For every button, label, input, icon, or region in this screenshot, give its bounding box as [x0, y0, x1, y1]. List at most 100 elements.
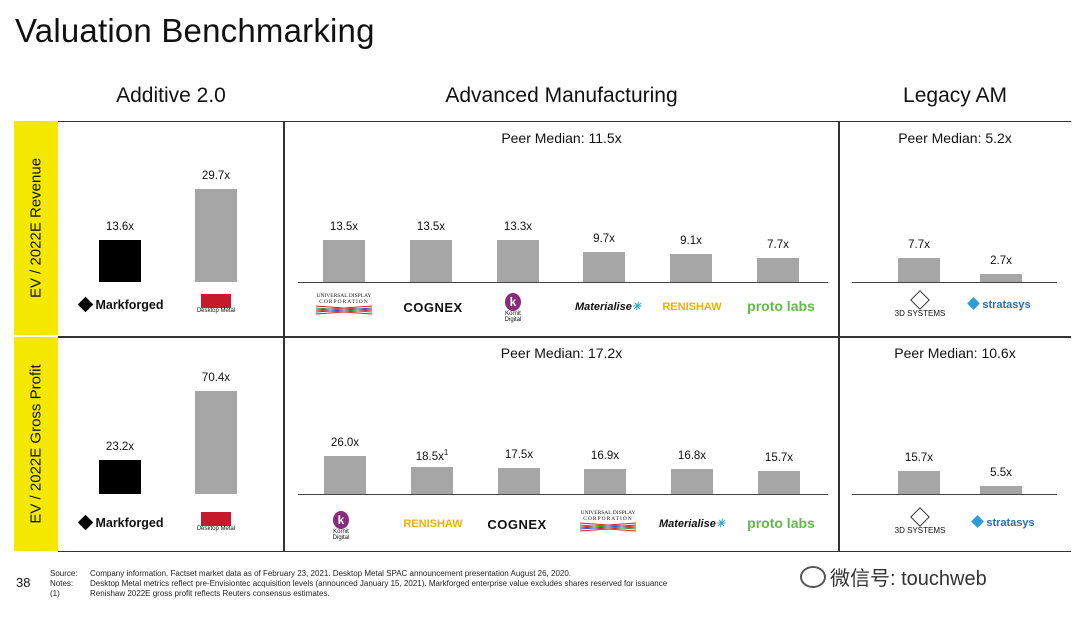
logo-markforged: Markforged — [76, 296, 168, 313]
bar-proto-labs — [758, 470, 800, 494]
logo-text-stratasys: stratasys — [982, 299, 1031, 311]
column-header-advanced: Advanced Manufacturing — [445, 84, 678, 107]
column-header-legacy: Legacy AM — [903, 84, 1007, 107]
logo-text-markforged-2: Markforged — [95, 516, 164, 530]
footer-notes-text: Desktop Metal metrics reflect pre-Envisi… — [90, 579, 668, 588]
bar-materialise — [671, 469, 713, 494]
value-label: 13.3x — [503, 221, 533, 234]
column-header-additive: Additive 2.0 — [116, 84, 226, 107]
bar-stratasys — [980, 273, 1022, 282]
logo-text-kornit-2: Kornit Digital — [332, 529, 350, 541]
bar-kornit-digital — [497, 240, 539, 282]
baseline-legacy-gross — [852, 494, 1057, 495]
baseline-adv-gross — [298, 494, 828, 495]
bar-cognex — [498, 468, 540, 494]
bar-cognex — [410, 239, 452, 282]
kornit-mark-icon-2: k — [333, 511, 349, 529]
logo-stratasys-gp: stratasys — [966, 515, 1042, 529]
value-label: 13.5x — [329, 220, 359, 233]
logo-text-kornit: Kornit Digital — [504, 311, 522, 323]
footer-source-text: Company information. Factset market data… — [90, 569, 572, 578]
logo-text-udc-2: CORPORATION — [319, 299, 369, 305]
peer-median-legacy-revenue: Peer Median: 5.2x — [898, 130, 1012, 146]
watermark-text: 微信号: touchweb — [830, 568, 987, 590]
3dsystems-cube-icon — [910, 290, 930, 310]
bar-materialise — [583, 251, 625, 282]
logo-text-markforged: Markforged — [95, 298, 164, 312]
logo-text-3dsystems-2: 3D SYSTEMS — [894, 526, 946, 535]
value-label: 15.7x — [904, 451, 934, 464]
value-label: 16.8x — [677, 450, 707, 463]
udc-rays-icon — [315, 305, 373, 315]
row-label-gross-profit: EV / 2022E Gross Profit — [14, 337, 58, 551]
row-label-revenue: EV / 2022E Revenue — [14, 121, 58, 335]
logo-desktop-metal-gp: Desktop Metal — [190, 512, 242, 532]
materialise-star-icon-2: ✳ — [715, 518, 726, 530]
value-label: 13.5x — [416, 220, 446, 233]
baseline-legacy-revenue — [852, 282, 1057, 283]
value-label: 15.7x — [764, 451, 794, 464]
logo-kornit-rev: k Kornit Digital — [500, 293, 526, 323]
row-label-revenue-text: EV / 2022E Revenue — [27, 157, 45, 299]
logo-renishaw-gp: RENISHAW — [403, 518, 463, 530]
bar-desktop-metal — [195, 189, 237, 282]
logo-text-stratasys-2: stratasys — [986, 517, 1035, 529]
bar-proto-labs — [757, 257, 799, 282]
bar-kornit-digital — [324, 455, 366, 494]
stratasys-mark-icon-2 — [971, 515, 985, 528]
row-label-gross-text: EV / 2022E Gross Profit — [27, 364, 45, 524]
logo-udc-gp: UNIVERSAL DISPLAY CORPORATION — [576, 510, 640, 534]
desktop-metal-mark-icon — [201, 294, 231, 308]
revenue-panel — [58, 121, 1071, 337]
value-label: 2.7x — [990, 254, 1012, 267]
peer-median-adv-gross: Peer Median: 17.2x — [500, 345, 623, 361]
bar-markforged — [99, 239, 141, 282]
bar-renishaw — [670, 253, 712, 282]
materialise-star-icon: ✳ — [631, 301, 642, 313]
bar-stratasys — [980, 485, 1022, 494]
logo-markforged-gp: Markforged — [76, 514, 168, 531]
value-label: 9.1x — [680, 234, 702, 247]
logo-cognex-gp: COGNEX — [487, 517, 547, 532]
logo-text-udc-1: UNIVERSAL DISPLAY — [316, 293, 372, 299]
logo-text-materialise-2: Materialise — [658, 518, 716, 530]
value-label: 5.5x — [990, 466, 1012, 479]
footer-fn-label: (1) — [50, 589, 60, 598]
peer-median-legacy-gross: Peer Median: 10.6x — [894, 345, 1016, 361]
page-number: 38 — [16, 575, 31, 590]
gross-profit-panel — [58, 337, 1071, 552]
value-label: 29.7x — [201, 170, 231, 183]
peer-median-adv-revenue: Peer Median: 11.5x — [501, 130, 622, 146]
bar-desktop-metal — [195, 390, 237, 494]
logo-3dsystems-gp: 3D SYSTEMS — [886, 507, 954, 535]
value-label: 7.7x — [908, 238, 930, 251]
desktop-metal-mark-icon-2 — [201, 512, 231, 526]
kornit-mark-icon: k — [505, 293, 521, 311]
divider-1 — [283, 121, 285, 551]
logo-text-3dsystems: 3D SYSTEMS — [894, 309, 946, 318]
baseline-adv-revenue — [298, 282, 828, 283]
footer-notes-label: Notes: — [50, 579, 74, 588]
logo-materialise-gp: Materialise✳ — [656, 517, 728, 530]
logo-text-desktop-metal-2: Desktop Metal — [196, 526, 236, 532]
logo-renishaw-rev: RENISHAW — [662, 301, 722, 313]
divider-2 — [838, 121, 840, 551]
value-label: 9.7x — [593, 232, 615, 245]
footer-fn-text: Renishaw 2022E gross profit reflects Reu… — [90, 589, 330, 598]
logo-udc-rev: UNIVERSAL DISPLAY CORPORATION — [312, 293, 376, 317]
logo-text-desktop-metal: Desktop Metal — [196, 308, 236, 314]
value-label: 70.4x — [201, 371, 231, 384]
bar-markforged — [99, 459, 141, 494]
udc-rays-icon-2 — [579, 522, 637, 532]
value-label: 7.7x — [767, 238, 789, 251]
logo-stratasys-rev: stratasys — [962, 297, 1038, 311]
logo-cognex-rev: COGNEX — [403, 300, 463, 315]
value-label: 13.6x — [105, 220, 135, 233]
footer-source-label: Source: — [50, 569, 78, 578]
wechat-icon — [800, 566, 826, 588]
logo-text-materialise: Materialise — [574, 301, 632, 313]
3dsystems-cube-icon-2 — [910, 507, 930, 527]
footnote-mark: 1 — [443, 447, 449, 457]
value-label: 23.2x — [105, 440, 135, 453]
bar-renishaw — [411, 466, 453, 494]
